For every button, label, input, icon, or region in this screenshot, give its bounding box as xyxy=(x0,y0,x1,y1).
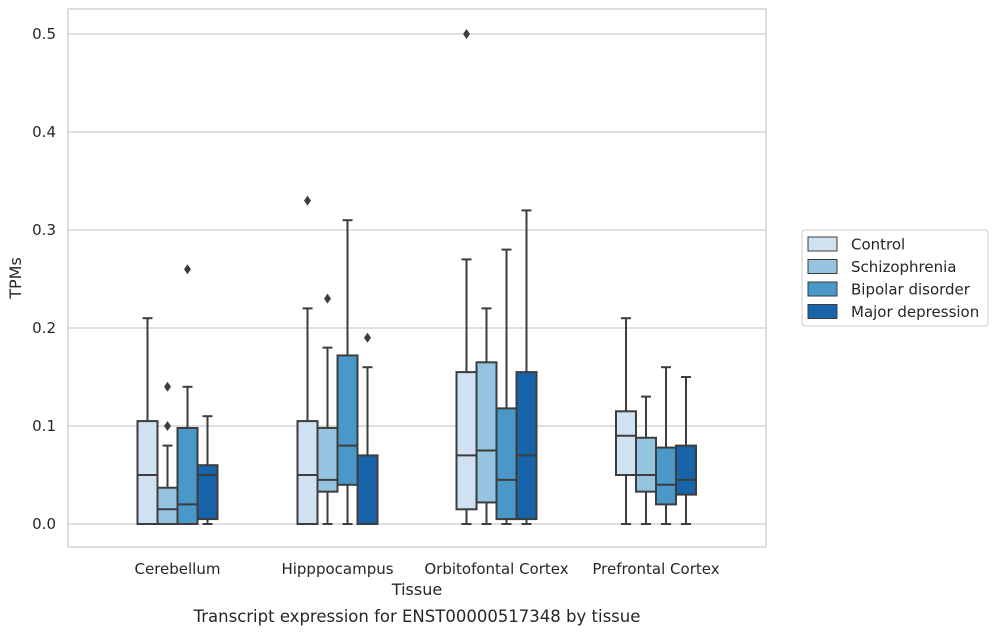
legend-swatch xyxy=(807,281,838,297)
y-tick-label: 0.1 xyxy=(32,417,56,435)
outlier-point xyxy=(463,29,470,39)
box xyxy=(176,426,199,525)
box xyxy=(296,420,319,526)
series-major-depression xyxy=(196,209,697,525)
box xyxy=(475,361,498,504)
legend: Control Schizophrenia Bipolar disorder Majo… xyxy=(801,229,989,327)
box xyxy=(675,444,697,496)
box xyxy=(196,464,219,521)
legend-label: Schizophrenia xyxy=(851,258,956,276)
y-tick-label: 0.2 xyxy=(32,319,56,337)
y-tick-labels: 0.0 0.1 0.2 0.3 0.4 0.5 xyxy=(32,25,56,533)
outlier-point xyxy=(324,293,331,304)
legend-label: Bipolar disorder xyxy=(851,281,971,299)
legend-frame xyxy=(801,229,989,327)
plot-frame xyxy=(67,8,767,548)
legend-swatch xyxy=(807,304,838,319)
x-tick-label: Orbitofontal Cortex xyxy=(424,560,568,578)
box xyxy=(356,454,379,525)
x-tick-labels: Cerebellum Hipppocampus Orbitofontal Corte… xyxy=(135,560,720,578)
legend-items: Control Schizophrenia Bipolar disorder Majo… xyxy=(807,236,979,321)
y-axis-label: TPMs xyxy=(6,257,25,300)
y-tick-label: 0.5 xyxy=(32,25,56,43)
legend-swatch xyxy=(807,236,838,252)
y-tick-label: 0.4 xyxy=(32,123,56,141)
y-tick-label: 0.0 xyxy=(32,515,56,533)
outlier-point xyxy=(304,195,311,206)
box xyxy=(655,446,677,506)
legend-label: Major depression xyxy=(851,303,979,321)
outlier-point xyxy=(164,381,171,392)
outlier-point xyxy=(364,332,371,343)
box xyxy=(455,371,478,511)
outlier-point xyxy=(164,421,171,431)
box xyxy=(495,407,518,521)
box-series xyxy=(136,29,697,526)
box xyxy=(515,371,538,521)
y-tick-label: 0.3 xyxy=(32,221,56,239)
box xyxy=(615,410,637,476)
x-tick-label: Cerebellum xyxy=(135,560,221,578)
legend-swatch xyxy=(807,259,838,274)
legend-label: Control xyxy=(851,236,905,254)
x-tick-label: Hipppocampus xyxy=(281,560,393,578)
x-tick-label: Prefrontal Cortex xyxy=(592,560,719,578)
x-axis-label: Tissue xyxy=(391,580,442,599)
box xyxy=(336,354,359,486)
box xyxy=(316,426,339,493)
box xyxy=(156,486,179,525)
series-control xyxy=(136,29,637,526)
box xyxy=(635,436,657,493)
series-bipolar-disorder xyxy=(176,219,677,525)
chart-caption: Transcript expression for ENST0000051734… xyxy=(193,607,641,626)
box xyxy=(136,420,159,526)
outlier-point xyxy=(184,264,191,275)
